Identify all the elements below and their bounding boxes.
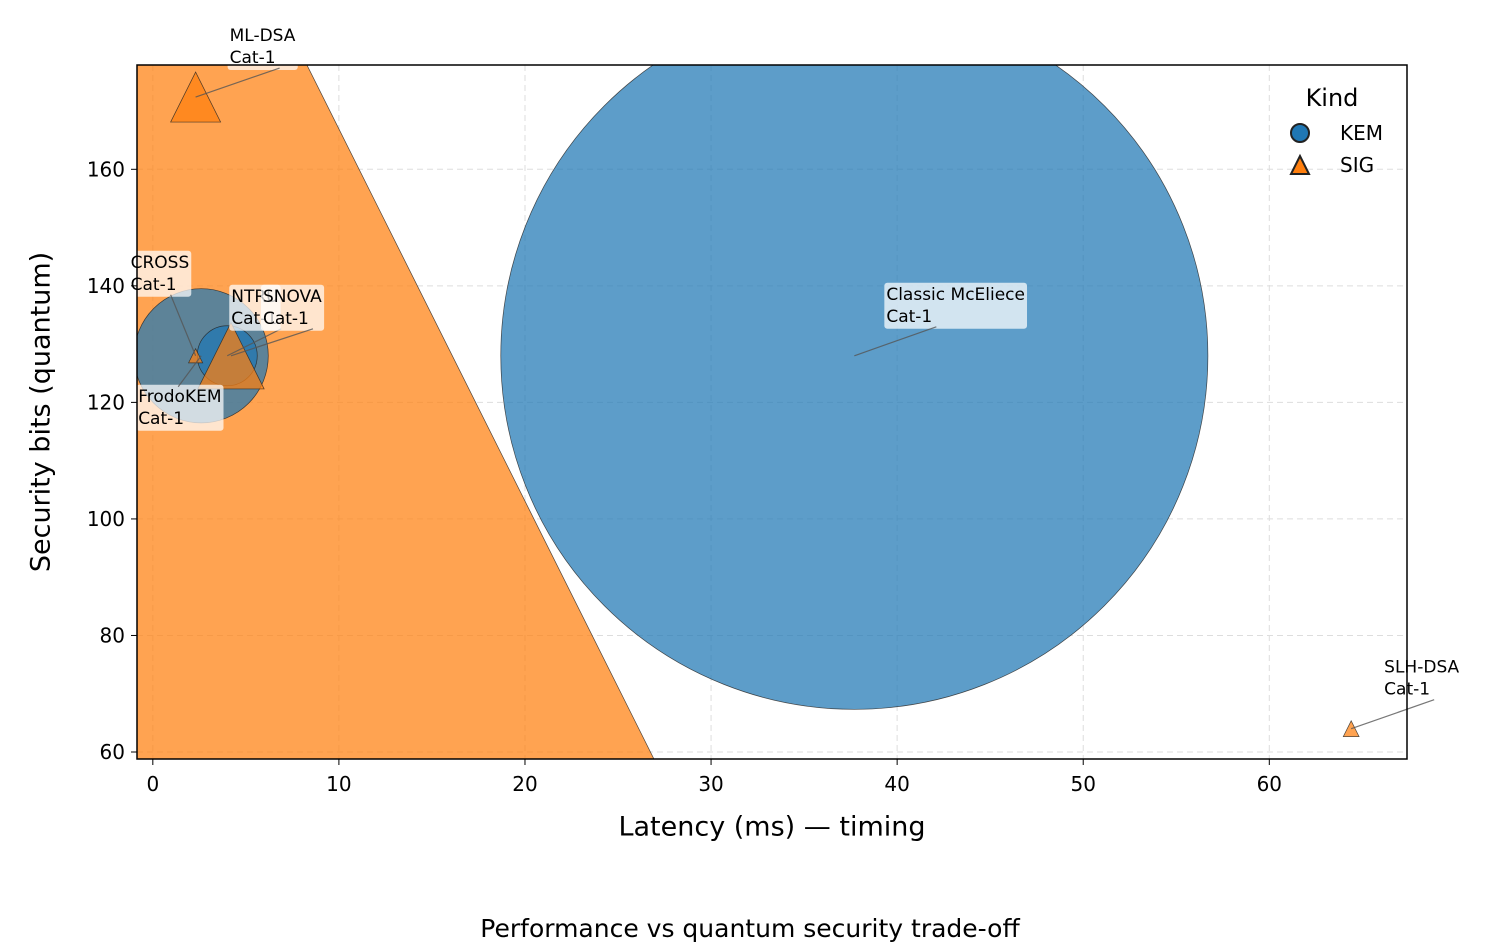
chart-title: Performance vs quantum security trade-of… bbox=[480, 914, 1020, 943]
annotation-arrow bbox=[177, 355, 202, 388]
plot-area bbox=[137, 65, 1360, 759]
bubble-circle bbox=[500, 65, 1209, 710]
x-tick-label: 30 bbox=[698, 772, 723, 796]
x-tick-label: 20 bbox=[512, 772, 537, 796]
annotation: SNOVA Cat-1 bbox=[260, 284, 325, 331]
bubble-triangle bbox=[197, 321, 265, 390]
y-tick-label: 60 bbox=[100, 740, 125, 764]
plot-frame bbox=[136, 64, 1408, 760]
y-axis-label: Security bits (quantum) bbox=[26, 252, 57, 572]
annotation-label: SNOVA Cat-1 bbox=[263, 287, 322, 329]
x-tick-label: 40 bbox=[884, 772, 909, 796]
y-tick-label: 160 bbox=[87, 157, 125, 181]
annotation-arrow bbox=[170, 294, 197, 356]
annotation-arrow bbox=[854, 326, 937, 357]
annotation: CROSS Cat-1 bbox=[128, 250, 192, 297]
annotation: Classic McEliece Cat-1 bbox=[884, 282, 1028, 329]
annotation-line: SLH-DSA bbox=[1384, 658, 1459, 678]
annotation-arrow bbox=[230, 328, 314, 357]
bubble-triangle bbox=[137, 65, 655, 759]
legend: Kind KEM SIG bbox=[1289, 84, 1383, 177]
annotation: FrodoKEM Cat-1 bbox=[136, 384, 224, 431]
annotation-box bbox=[260, 284, 325, 331]
annotation: ML-DSA Cat-1 bbox=[227, 24, 298, 71]
annotation-line: ML-DSA bbox=[230, 26, 296, 46]
x-tick-label: 60 bbox=[1257, 772, 1282, 796]
annotation-arrow bbox=[226, 328, 282, 357]
annotation-line: Cat-1 bbox=[138, 409, 184, 429]
annotation-line: SNOVA bbox=[263, 287, 322, 307]
axes: 0 10 20 30 40 50 60 60 80 100 120 140 160 bbox=[87, 157, 1282, 796]
annotation-box bbox=[128, 250, 192, 297]
annotation-box bbox=[136, 384, 224, 431]
legend-label: SIG bbox=[1340, 153, 1374, 177]
x-axis-label: Latency (ms) — timing bbox=[618, 812, 925, 843]
legend-marker bbox=[1290, 123, 1310, 143]
y-tick-label: 100 bbox=[87, 507, 125, 531]
annotation-line: Cat-1 bbox=[230, 48, 276, 68]
annotation-line: CROSS bbox=[131, 253, 190, 273]
annotation-line: Classic McEliece bbox=[886, 285, 1025, 305]
annotation-arrow bbox=[195, 67, 280, 98]
x-tick-label: 10 bbox=[326, 772, 351, 796]
annotation-line: Cat-1 bbox=[263, 309, 309, 329]
legend-title: Kind bbox=[1306, 84, 1359, 112]
annotation-arrow bbox=[1350, 699, 1435, 730]
annotation-box bbox=[884, 282, 1028, 329]
annotation: SLH-DSA Cat-1 bbox=[1382, 655, 1462, 702]
y-tick-label: 140 bbox=[87, 274, 125, 298]
annotation-line: FrodoKEM bbox=[138, 387, 221, 407]
annotation-box bbox=[1382, 655, 1462, 702]
annotation-line: Cat-1 bbox=[886, 307, 932, 327]
x-tick-label: 0 bbox=[146, 772, 159, 796]
annotation-label: FrodoKEM Cat-1 bbox=[138, 387, 221, 429]
annotation-label: ML-DSA Cat-1 bbox=[230, 26, 296, 68]
legend-marker bbox=[1289, 153, 1311, 175]
legend-label: KEM bbox=[1340, 121, 1383, 145]
x-tick-label: 50 bbox=[1070, 772, 1095, 796]
annotation-box bbox=[227, 24, 298, 71]
y-tick-label: 80 bbox=[100, 623, 125, 647]
y-tick-label: 120 bbox=[87, 390, 125, 414]
annotation-label: Classic McEliece Cat-1 bbox=[886, 285, 1025, 327]
annotation-line: Cat-1 bbox=[131, 275, 177, 295]
annotation-label: CROSS Cat-1 bbox=[131, 253, 190, 295]
